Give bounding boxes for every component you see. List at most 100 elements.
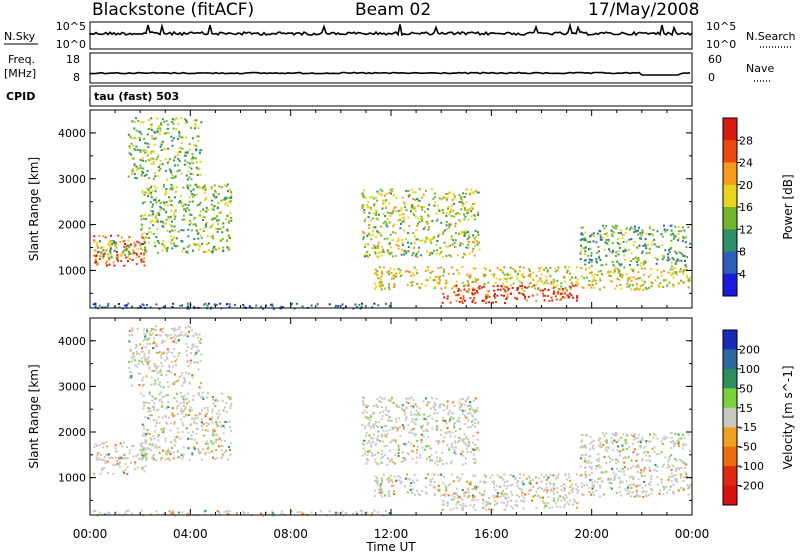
colorbar-tick-label: -15 <box>739 421 757 434</box>
echo-cell <box>446 196 449 199</box>
echo-cell <box>205 440 208 443</box>
echo-cell <box>99 258 101 261</box>
echo-cell <box>427 445 430 447</box>
echo-cell <box>544 488 547 491</box>
echo-cell <box>467 290 470 293</box>
echo-cell <box>677 282 680 285</box>
echo-cell <box>682 461 685 464</box>
echo-cell <box>393 283 396 286</box>
echo-cell <box>129 348 131 351</box>
echo-cell <box>580 233 583 236</box>
echo-cell <box>162 240 165 243</box>
echo-cell <box>162 431 165 434</box>
echo-cell <box>337 512 340 515</box>
echo-cell <box>188 176 191 179</box>
echo-cell <box>113 306 116 309</box>
echo-cell <box>579 250 582 253</box>
echo-cell <box>426 404 428 407</box>
echo-cell <box>415 252 418 255</box>
time-axis: 00:00 04:00 08:00 12:00 16:00 20:00 00:00 <box>73 527 710 541</box>
echo-cell <box>361 411 364 414</box>
echo-cell <box>467 246 470 249</box>
echo-cell <box>581 238 584 240</box>
echo-cell <box>386 419 389 422</box>
echo-cell <box>154 364 157 366</box>
echo-cell <box>156 344 159 347</box>
echo-cell <box>588 248 590 251</box>
echo-cell <box>436 218 439 221</box>
echo-cell <box>466 412 469 415</box>
echo-cell <box>622 433 625 436</box>
echo-cell <box>566 501 569 504</box>
echo-cell <box>632 475 635 478</box>
echo-cell <box>224 184 227 187</box>
echo-cell <box>173 414 176 417</box>
echo-cell <box>450 235 453 238</box>
x-tick-label: 00:00 <box>675 527 710 541</box>
echo-cell <box>158 165 161 168</box>
echo-cell <box>641 486 644 489</box>
echo-cell <box>512 282 515 285</box>
echo-cell <box>397 475 400 478</box>
echo-cell <box>159 167 162 170</box>
echo-cell <box>126 446 128 449</box>
echo-cell <box>464 209 467 211</box>
echo-cell <box>626 492 629 495</box>
echo-cell <box>146 233 148 236</box>
echo-cell <box>193 193 196 196</box>
echo-cell <box>112 464 115 467</box>
echo-cell <box>198 185 201 188</box>
echo-cell <box>170 176 173 179</box>
echo-cell <box>195 224 198 227</box>
echo-cell <box>111 243 114 246</box>
echo-cell <box>156 251 159 254</box>
echo-cell <box>588 455 590 458</box>
echo-cell <box>207 242 210 245</box>
echo-cell <box>92 510 95 513</box>
echo-cell <box>587 462 590 464</box>
echo-cell <box>390 479 393 482</box>
echo-cell <box>536 293 539 296</box>
echo-cell <box>476 498 479 501</box>
echo-cell <box>362 231 364 233</box>
echo-cell <box>444 484 447 487</box>
echo-cell <box>463 231 465 234</box>
echo-cell <box>399 482 402 485</box>
echo-cell <box>511 276 514 279</box>
echo-cell <box>463 196 466 198</box>
echo-cell <box>410 443 413 446</box>
echo-cell <box>664 456 667 459</box>
echo-cell <box>194 119 197 122</box>
echo-cell <box>106 461 109 464</box>
echo-cell <box>547 502 550 504</box>
echo-cell <box>186 302 189 305</box>
echo-cell <box>585 434 588 437</box>
echo-cell <box>552 499 555 502</box>
echo-cell <box>385 205 388 208</box>
echo-cell <box>194 157 197 160</box>
echo-cell <box>475 280 478 283</box>
echo-cell <box>148 352 150 355</box>
echo-cell <box>428 203 431 206</box>
echo-cell <box>130 356 133 359</box>
echo-cell <box>413 207 416 210</box>
echo-cell <box>365 434 367 437</box>
echo-cell <box>459 297 462 300</box>
echo-cell <box>180 407 183 410</box>
echo-cell <box>101 442 104 445</box>
echo-cell <box>416 490 419 493</box>
echo-cell <box>413 421 416 424</box>
echo-cell <box>443 296 446 299</box>
echo-cell <box>196 184 199 187</box>
echo-cell <box>211 396 214 398</box>
echo-cell <box>107 304 110 307</box>
colorbar-segment <box>723 229 737 252</box>
echo-cell <box>174 175 177 178</box>
echo-cell <box>576 278 579 281</box>
echo-cell <box>440 403 443 406</box>
echo-cell <box>212 433 215 436</box>
echo-cell <box>376 437 379 440</box>
echo-cell <box>154 446 157 449</box>
echo-cell <box>139 164 142 167</box>
echo-cell <box>172 365 175 368</box>
